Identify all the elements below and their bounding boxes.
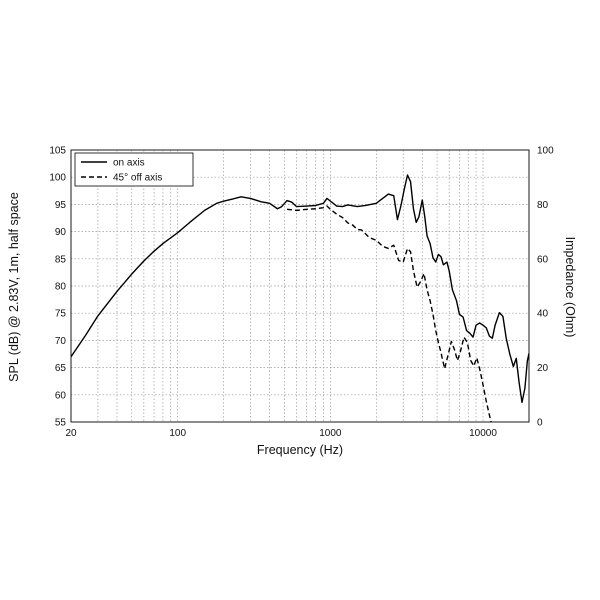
- y-tick-label: 85: [55, 254, 67, 265]
- y2-axis-title: Impedance (Ohm): [563, 237, 577, 338]
- grid: [71, 150, 529, 422]
- y-tick-label: 60: [55, 390, 67, 401]
- x-tick-label: 1000: [319, 428, 342, 439]
- y-tick-label: 75: [55, 309, 67, 320]
- legend-label: on axis: [113, 158, 145, 169]
- y2-tick-label: 40: [537, 309, 549, 320]
- y-tick-label: 100: [49, 173, 66, 184]
- y2-tick-label: 0: [537, 418, 543, 429]
- y-tick-label: 55: [55, 418, 67, 429]
- x-tick-label: 20: [65, 428, 77, 439]
- y2-tick-label: 100: [537, 146, 554, 157]
- tick-labels: 20 100 1000 10000 55 60 65 70 75 80 85 90 95 100 105 0 2…: [49, 146, 554, 440]
- y-tick-label: 105: [49, 146, 66, 157]
- legend-label: 45° off axis: [113, 173, 162, 184]
- y-tick-label: 90: [55, 227, 67, 238]
- series-layer: [71, 174, 529, 422]
- y2-tick-label: 60: [537, 254, 549, 265]
- y2-tick-label: 80: [537, 200, 549, 211]
- series-line-on-axis: [71, 174, 529, 404]
- x-tick-label: 100: [169, 428, 186, 439]
- legend: on axis 45° off axis: [74, 152, 194, 187]
- y-tick-label: 70: [55, 336, 67, 347]
- x-axis-title: Frequency (Hz): [257, 443, 343, 457]
- plot-border: [70, 149, 530, 423]
- series-line-45-off-axis: [286, 205, 492, 422]
- x-tick-label: 10000: [469, 428, 497, 439]
- y2-tick-label: 20: [537, 363, 549, 374]
- legend-box: [74, 152, 194, 187]
- y-tick-label: 95: [55, 200, 67, 211]
- y-tick-label: 80: [55, 282, 67, 293]
- plot-frame: [70, 149, 530, 423]
- y-tick-label: 65: [55, 363, 67, 374]
- y-axis-title: SPL (dB) @ 2.83V, 1m, half space: [7, 192, 21, 382]
